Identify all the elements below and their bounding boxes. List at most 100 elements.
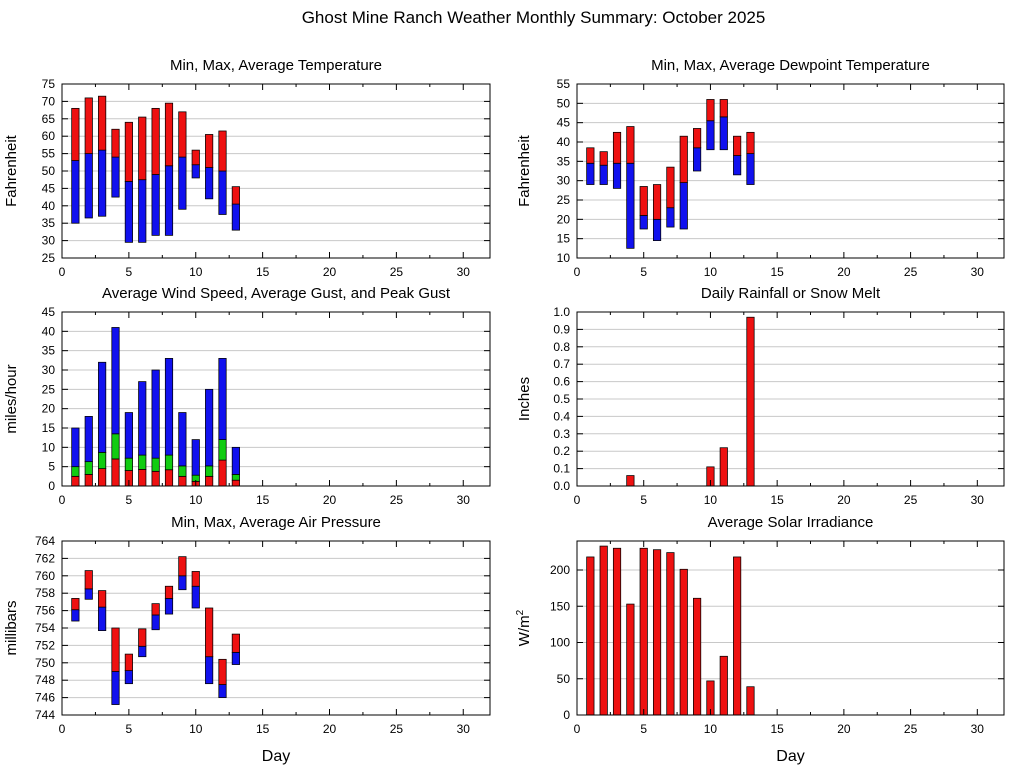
y-axis-label: W/m2 — [515, 609, 533, 646]
min-avg-bar — [599, 164, 608, 185]
y-tick-label: 1.0 — [553, 305, 570, 319]
y-tick-label: 10 — [42, 440, 56, 454]
stacked-segment — [111, 458, 120, 487]
min-avg-bar — [191, 164, 200, 179]
x-tick-label: 0 — [59, 722, 66, 736]
y-tick-label: 754 — [35, 621, 55, 635]
x-tick-label: 0 — [59, 265, 66, 279]
min-avg-bar — [191, 585, 200, 609]
y-tick-label: 764 — [35, 534, 55, 548]
bars — [626, 316, 755, 487]
value-bar — [746, 316, 755, 487]
x-tick-label: 20 — [837, 493, 851, 507]
y-tick-label: 10 — [557, 251, 571, 265]
gridlines — [577, 569, 1004, 680]
y-tick-label: 746 — [35, 691, 55, 705]
avg-max-bar — [706, 99, 715, 122]
y-tick-label: 55 — [557, 77, 571, 91]
avg-max-bar — [178, 111, 187, 158]
stacked-segment — [164, 358, 174, 456]
y-tick-label: 70 — [42, 94, 56, 108]
min-avg-bar — [719, 116, 728, 151]
value-bar — [626, 603, 635, 716]
chart-title: Min, Max, Average Air Pressure — [171, 514, 381, 531]
min-avg-bar — [138, 179, 147, 243]
stacked-segment — [178, 412, 187, 467]
avg-max-bar — [124, 121, 133, 182]
avg-max-bar — [111, 627, 120, 672]
stacked-segment — [151, 470, 160, 487]
stacked-segment — [164, 469, 174, 487]
avg-max-bar — [164, 585, 174, 599]
min-avg-bar — [151, 174, 160, 236]
y-tick-label: 0.0 — [553, 479, 570, 493]
value-bar — [586, 556, 595, 716]
y-tick-label: 0 — [48, 479, 55, 493]
min-avg-bar — [733, 155, 742, 176]
min-avg-bar — [111, 671, 120, 705]
x-tick-label: 5 — [640, 493, 647, 507]
min-avg-bar — [164, 598, 174, 615]
x-tick-label: 10 — [704, 493, 718, 507]
chart-title: Min, Max, Average Temperature — [170, 57, 382, 74]
rainfall-chart-canvas: 0 5 10 15 20 25 30 0.0 0.1 0.2 0.3 0.4 0.5 0.6 0.7 0.8 0… — [516, 285, 1005, 507]
temperature-chart: 0 5 10 15 20 25 30 25 30 35 40 45 50 55 60 65 70 75 Min, M… — [0, 44, 514, 284]
min-avg-bar — [626, 162, 635, 249]
stacked-segment — [138, 468, 147, 487]
y-tick-label: 50 — [557, 96, 571, 110]
y-tick-label: 100 — [550, 636, 570, 650]
x-tick-label: 20 — [323, 722, 337, 736]
y-tick-label: 65 — [42, 112, 56, 126]
stacked-segment — [71, 427, 80, 468]
y-tick-label: 20 — [42, 402, 56, 416]
avg-max-bar — [178, 556, 187, 577]
y-tick-label: 35 — [557, 154, 571, 168]
stacked-segment — [164, 454, 174, 471]
avg-max-bar — [191, 149, 200, 166]
y-tick-label: 0.8 — [553, 340, 570, 354]
avg-max-bar — [151, 603, 160, 616]
min-avg-bar — [586, 162, 595, 185]
min-avg-bar — [612, 162, 622, 189]
value-bar — [679, 568, 688, 716]
x-tick-label: 10 — [704, 265, 718, 279]
avg-max-bar — [599, 151, 608, 166]
value-bar — [652, 549, 662, 716]
dewpoint-chart: 0 5 10 15 20 25 30 10 15 20 25 30 35 40 45 50 55 Min, Max… — [513, 44, 1027, 284]
stacked-segment — [84, 416, 93, 463]
gridlines — [62, 100, 490, 242]
stacked-segment — [218, 439, 227, 461]
stacked-segment — [191, 439, 200, 476]
avg-max-bar — [205, 134, 214, 168]
axis-ticks: 0 5 10 15 20 25 30 0 5 10 15 20 25 30 35 40 45 — [42, 305, 490, 507]
stacked-segment — [71, 475, 80, 487]
avg-max-bar — [693, 128, 702, 149]
min-avg-bar — [124, 181, 133, 243]
y-tick-label: 50 — [42, 164, 56, 178]
x-tick-label: 30 — [457, 265, 471, 279]
y-tick-label: 200 — [550, 563, 570, 577]
min-avg-bar — [652, 218, 662, 241]
stacked-segment — [231, 446, 240, 475]
x-tick-label: 15 — [256, 265, 270, 279]
avg-max-bar — [733, 135, 742, 156]
min-avg-bar — [71, 160, 80, 224]
stacked-segment — [98, 361, 107, 453]
x-tick-label: 5 — [126, 265, 133, 279]
x-tick-label: 5 — [640, 265, 647, 279]
stacked-segment — [151, 369, 160, 459]
x-tick-label: 25 — [904, 722, 918, 736]
plot-border — [61, 311, 491, 487]
min-avg-bar — [71, 609, 80, 622]
stacked-segment — [71, 466, 80, 477]
min-avg-bar — [706, 120, 715, 151]
stacked-segment — [84, 474, 93, 487]
y-tick-label: 40 — [42, 324, 56, 338]
stacked-segment — [151, 457, 160, 472]
y-tick-label: 0.7 — [553, 357, 570, 371]
rainfall-chart: 0 5 10 15 20 25 30 0.0 0.1 0.2 0.3 0.4 0.5 0.6 0.7 0.8 0… — [513, 272, 1027, 512]
avg-max-bar — [98, 95, 107, 151]
min-avg-bar — [231, 651, 240, 665]
gridlines — [62, 557, 490, 699]
